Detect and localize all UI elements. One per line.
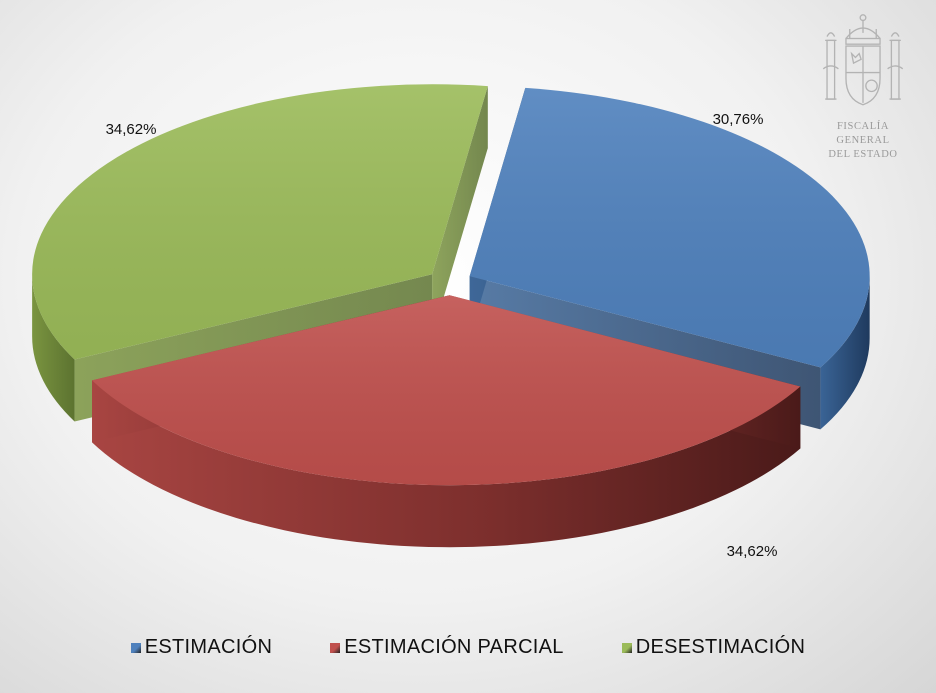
legend-label-estimacion-parcial: ESTIMACIÓN PARCIAL <box>344 636 564 658</box>
slice-estimacion-parcial-side <box>92 380 801 548</box>
legend-item-estimacion-parcial: ESTIMACIÓN PARCIAL <box>330 636 564 659</box>
data-label-estimacion-parcial: 34,62% <box>727 543 778 560</box>
legend-swatch-estimacion <box>130 642 141 653</box>
legend-swatch-estimacion-parcial <box>330 642 341 653</box>
slice-desestimacion-shine <box>32 84 488 360</box>
data-label-estimacion: 30,76% <box>713 111 764 128</box>
watermark: FISCALÍA GENERAL DEL ESTADO <box>810 12 916 162</box>
watermark-text: FISCALÍA GENERAL DEL ESTADO <box>810 120 916 162</box>
legend-item-desestimacion: DESESTIMACIÓN <box>621 636 806 659</box>
watermark-line-2: DEL ESTADO <box>828 149 898 160</box>
slice-desestimacion-side <box>32 274 75 422</box>
legend-label-desestimacion: DESESTIMACIÓN <box>635 636 806 658</box>
watermark-line-1: FISCALÍA GENERAL <box>836 121 890 146</box>
slice-desestimacion-cut-1 <box>432 86 488 337</box>
slice-estimacion <box>469 87 870 430</box>
slice-estimacion-parcial-shine <box>92 295 801 486</box>
slice-estimacion-shine <box>469 87 870 368</box>
legend-swatch-desestimacion <box>621 642 632 653</box>
slice-estimacion-side <box>820 276 870 430</box>
chart-legend: ESTIMACIÓN ESTIMACIÓN PARCIAL DESESTIMACIÓ… <box>0 636 936 659</box>
data-label-desestimacion: 34,62% <box>106 121 157 138</box>
legend-item-estimacion: ESTIMACIÓN <box>130 636 273 659</box>
slice-estimacion-parcial <box>92 295 801 548</box>
legend-label-estimacion: ESTIMACIÓN <box>144 636 273 658</box>
coat-of-arms-icon <box>822 14 904 106</box>
